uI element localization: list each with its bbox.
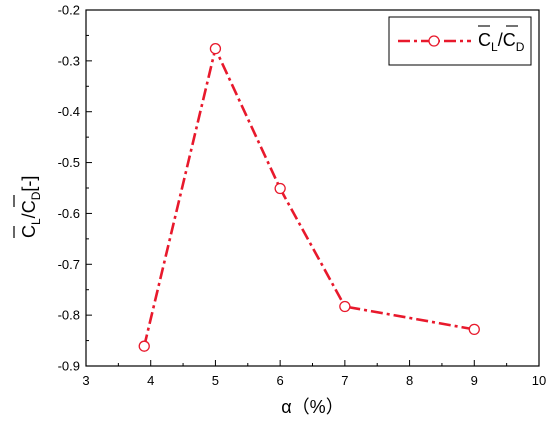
y-tick-label: -0.2 bbox=[58, 3, 80, 18]
y-axis-title-unit: [-] bbox=[19, 176, 39, 192]
svg-text:CL/CD[-]: CL/CD[-] bbox=[19, 176, 43, 238]
y-axis-ticks bbox=[86, 34, 92, 342]
y-axis-title-sub-l: L bbox=[29, 218, 43, 225]
legend-c1: C bbox=[478, 30, 491, 50]
x-axis-title: α（%） bbox=[281, 397, 343, 417]
legend-c2: C bbox=[503, 30, 516, 50]
y-axis-tick-labels: -0.2 -0.3 -0.4 -0.5 -0.6 -0.7 -0.8 -0.9 bbox=[58, 3, 80, 374]
y-tick-label: -0.5 bbox=[58, 155, 80, 170]
y-tick-label: -0.3 bbox=[58, 53, 80, 68]
y-axis-title-slash: / bbox=[19, 213, 39, 218]
x-tick-label: 3 bbox=[82, 373, 89, 388]
y-tick-label: -0.9 bbox=[58, 359, 80, 374]
x-tick-label: 10 bbox=[532, 373, 546, 388]
x-axis-ticks bbox=[117, 360, 508, 366]
y-axis-title: CL/CD[-] bbox=[13, 176, 43, 238]
legend-sub-d: D bbox=[516, 40, 525, 54]
x-tick-label: 9 bbox=[471, 373, 478, 388]
y-tick-label: -0.6 bbox=[58, 206, 80, 221]
series-point bbox=[339, 300, 351, 313]
y-tick-label: -0.7 bbox=[58, 257, 80, 272]
x-tick-label: 5 bbox=[212, 373, 219, 388]
series-line bbox=[142, 44, 475, 347]
series-point bbox=[138, 340, 150, 352]
legend: CL/CD bbox=[388, 16, 532, 66]
legend-slash: / bbox=[498, 30, 503, 50]
series-point bbox=[468, 323, 480, 336]
series-markers bbox=[138, 43, 480, 352]
legend-marker-sample bbox=[428, 35, 440, 47]
x-tick-label: 4 bbox=[147, 373, 154, 388]
y-axis-title-c1: C bbox=[19, 225, 39, 238]
svg-text:CL/CD: CL/CD bbox=[478, 30, 525, 54]
x-axis-tick-labels: 3 4 5 6 7 8 9 10 bbox=[82, 373, 546, 388]
series-point bbox=[209, 43, 222, 55]
x-tick-label: 8 bbox=[406, 373, 413, 388]
x-tick-label: 7 bbox=[341, 373, 348, 388]
y-tick-label: -0.8 bbox=[58, 308, 80, 323]
series-point bbox=[274, 182, 286, 195]
y-axis-title-sub-d: D bbox=[29, 191, 43, 200]
legend-sub-l: L bbox=[491, 40, 498, 54]
x-tick-label: 6 bbox=[277, 373, 284, 388]
y-axis-title-c2: C bbox=[19, 200, 39, 213]
y-tick-label: -0.4 bbox=[58, 104, 80, 119]
